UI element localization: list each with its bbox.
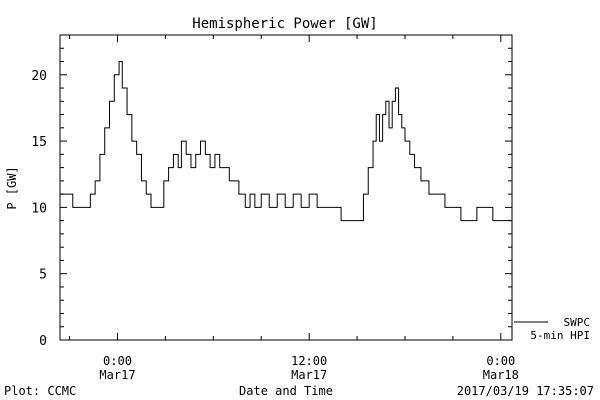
x-axis-label: Date and Time [239, 384, 333, 398]
footer-left: Plot: CCMC [4, 384, 76, 398]
y-tick-label: 0 [39, 334, 47, 349]
x-tick-label-date: Mar17 [291, 368, 327, 382]
x-tick-label-time: 12:00 [291, 354, 327, 368]
legend: SWPC 5-min HPI [514, 316, 590, 342]
plot-frame [59, 34, 513, 341]
legend-label-line-2: 5-min HPI [530, 329, 590, 342]
y-axis: 0 5 10 15 20 [31, 34, 512, 349]
y-axis-label: P [GW] [5, 166, 19, 209]
y-tick-label: 20 [31, 69, 47, 84]
y-tick-label: 10 [31, 201, 47, 216]
footer-right: 2017/03/19 17:35:07 [457, 384, 594, 398]
legend-label-line-1: SWPC [564, 316, 591, 329]
y-tick-label: 15 [31, 135, 47, 150]
y-tick-label: 5 [39, 268, 47, 283]
x-tick-label-time: 0:00 [486, 354, 515, 368]
chart-title: Hemispheric Power [GW] [192, 16, 377, 32]
series-line [60, 61, 513, 222]
x-tick-label-date: Mar17 [99, 368, 135, 382]
x-tick-label-time: 0:00 [103, 354, 132, 368]
x-axis: 0:00Mar1712:00Mar170:00Mar1812:00Mar180:… [69, 35, 519, 382]
series-layer [60, 61, 513, 222]
x-tick-label-date: Mar18 [483, 368, 519, 382]
